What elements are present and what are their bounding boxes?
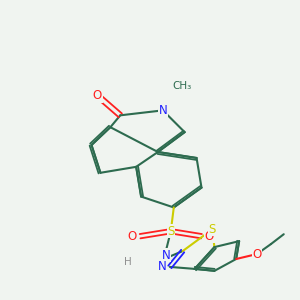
Text: S: S xyxy=(209,223,216,236)
Text: O: O xyxy=(205,230,214,243)
Text: H: H xyxy=(124,257,132,267)
Text: N: N xyxy=(158,104,167,117)
Text: N: N xyxy=(158,260,166,273)
Text: N: N xyxy=(161,248,170,262)
Text: S: S xyxy=(167,225,175,238)
Text: O: O xyxy=(252,248,262,260)
Text: O: O xyxy=(93,89,102,102)
Text: O: O xyxy=(128,230,137,243)
Text: CH₃: CH₃ xyxy=(172,81,191,91)
